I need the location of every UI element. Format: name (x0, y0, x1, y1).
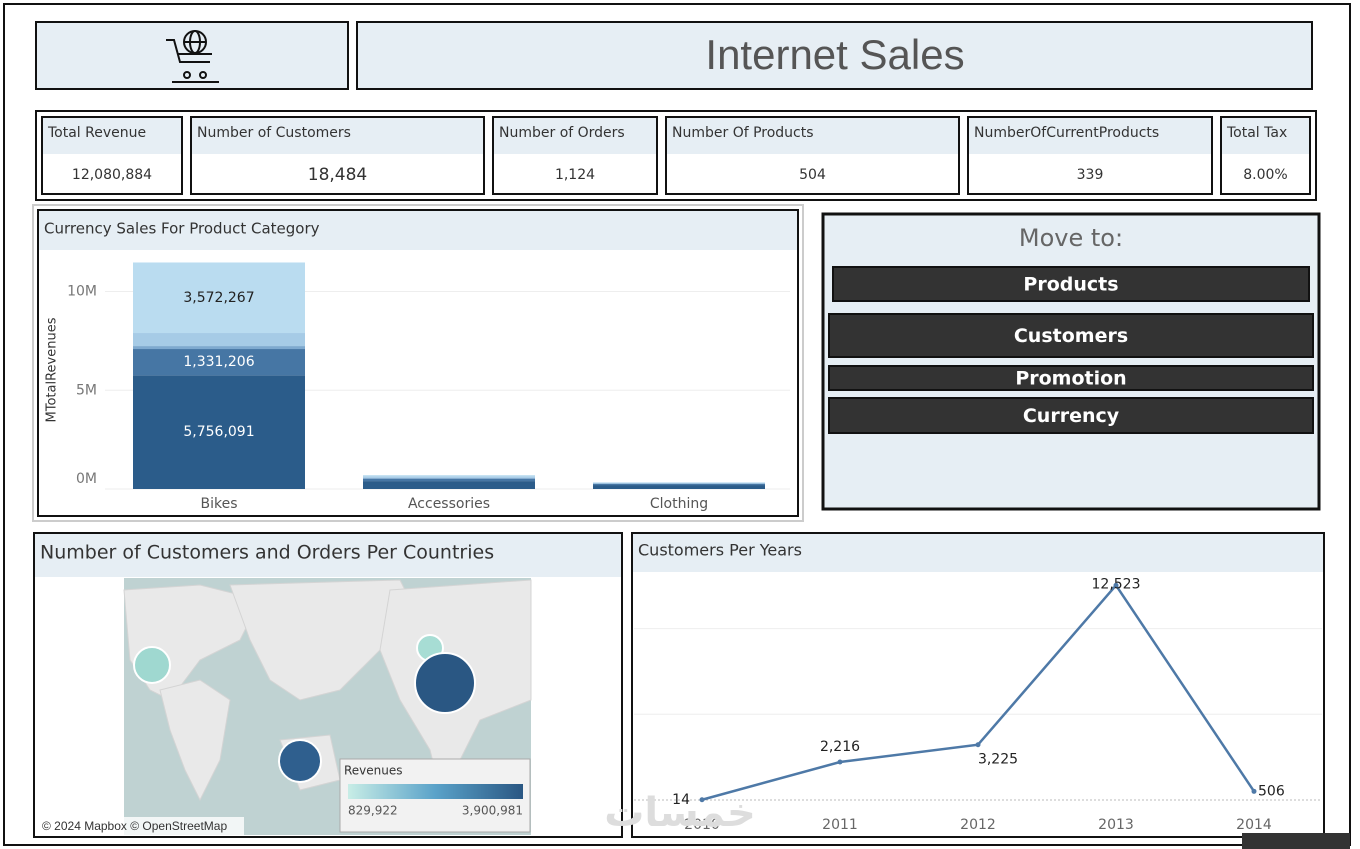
x-tick-label: 2012 (960, 817, 996, 833)
nav-title: Move to: (1019, 224, 1123, 252)
nav-button-label[interactable]: Products (1023, 274, 1118, 296)
kpi-group: Total Revenue 12,080,884 Number of Custome… (41, 116, 1311, 195)
kpi-value: 8.00% (1243, 167, 1287, 183)
kpi-label-band (494, 118, 656, 154)
kpi-label: Total Revenue (47, 125, 146, 141)
bar-segment (363, 476, 535, 478)
nav-button-label[interactable]: Customers (1014, 325, 1128, 347)
x-tick-label: 2011 (822, 817, 858, 833)
legend-title: Revenues (344, 764, 403, 778)
nav-button[interactable] (828, 365, 1314, 391)
cart-icon (166, 30, 219, 83)
data-label: 12,523 (1092, 576, 1141, 592)
bar-title: Currency Sales For Product Category (44, 220, 320, 238)
kpi-label-band (1222, 118, 1309, 154)
kpi-label: Number Of Products (672, 125, 814, 141)
legend-gradient (348, 784, 523, 799)
y-tick-label: 0M (76, 471, 97, 487)
kpi-label: Total Tax (1226, 125, 1287, 141)
kpi-label-band (43, 118, 181, 154)
nav-button-label[interactable]: Currency (1023, 405, 1120, 427)
title-box (356, 21, 1313, 90)
bar-chart: 0M 5M 10M Bikes 5,756,091 1,331,206 3,572,267 A… (67, 262, 790, 512)
kpi-value: 12,080,884 (72, 167, 152, 183)
map-attribution: © 2024 Mapbox © OpenStreetMap (42, 819, 227, 833)
bar-segment (133, 349, 305, 376)
legend-max: 3,900,981 (462, 804, 523, 818)
bar-segment (363, 475, 535, 477)
nav-button[interactable] (828, 397, 1314, 434)
bar-segment (363, 481, 535, 489)
y-axis-label: MTotalRevenues (45, 317, 60, 422)
x-tick-label: Accessories (408, 496, 490, 512)
data-label: 14 (672, 792, 690, 808)
x-tick-label: Clothing (650, 496, 708, 512)
bar-segment (133, 262, 305, 334)
bar-segment (133, 333, 305, 347)
bar-segment (593, 482, 765, 483)
map-title: Number of Customers and Orders Per Count… (40, 542, 494, 564)
kpi-label: Number of Orders (499, 125, 625, 141)
line-point[interactable] (1251, 788, 1257, 794)
bar-segment (363, 478, 535, 482)
y-tick-label: 5M (76, 382, 97, 398)
bar-segment (363, 477, 535, 479)
kpi-label-band (192, 118, 483, 154)
kpi-value: 18,484 (308, 165, 367, 185)
data-label: 3,572,267 (183, 290, 254, 306)
bar-segment (593, 485, 765, 489)
line-title: Customers Per Years (638, 541, 802, 560)
kpi-value: 1,124 (555, 167, 595, 183)
line-point[interactable] (699, 797, 705, 803)
kpi-label-band (969, 118, 1211, 154)
map-bubble[interactable] (414, 652, 476, 714)
kpi-label-band (667, 118, 958, 154)
watermark: خمسات (604, 790, 756, 836)
kpi-value: 504 (799, 167, 826, 183)
y-tick-label: 10M (67, 284, 97, 300)
line-point[interactable] (975, 742, 981, 748)
kpi-label: Number of Customers (197, 125, 351, 141)
nav-button[interactable] (828, 313, 1314, 358)
nav-panel (821, 212, 1321, 511)
next-tab[interactable] (1242, 833, 1350, 849)
nav-button-label[interactable]: Promotion (1015, 368, 1126, 390)
kpi-value: 339 (1077, 167, 1104, 183)
data-label: 3,225 (978, 752, 1018, 768)
data-label: 1,331,206 (183, 354, 254, 370)
bar-segment (133, 375, 305, 489)
data-label: 506 (1258, 783, 1285, 799)
kpi-label: NumberOfCurrentProducts (974, 125, 1159, 141)
attribution-bg (38, 817, 244, 835)
data-label: 2,216 (820, 739, 860, 755)
data-label: 5,756,091 (183, 424, 254, 440)
x-tick-label: 2010 (684, 817, 720, 833)
bar-segment (133, 346, 305, 350)
x-tick-label: 2014 (1236, 817, 1272, 833)
map-bubble[interactable] (278, 739, 322, 783)
line-title-band (633, 534, 1323, 572)
nav-buttons: Products Customers Promotion Currency (828, 266, 1314, 434)
bar-segment (593, 482, 765, 484)
line-point[interactable] (837, 759, 843, 765)
map-bubble[interactable] (133, 646, 171, 684)
bar-segment (593, 483, 765, 486)
line-point[interactable] (1113, 582, 1119, 588)
page-title: Internet Sales (705, 31, 964, 78)
line-chart: 2010 2011 2012 2013 2014 14 2,216 3,225 12,523 50… (634, 576, 1322, 833)
map-title-band (35, 534, 621, 577)
bar-title-band (39, 211, 797, 250)
nav-button[interactable] (832, 266, 1310, 302)
legend-min: 829,922 (348, 804, 398, 818)
x-tick-label: 2013 (1098, 817, 1134, 833)
x-tick-label: Bikes (200, 496, 237, 512)
